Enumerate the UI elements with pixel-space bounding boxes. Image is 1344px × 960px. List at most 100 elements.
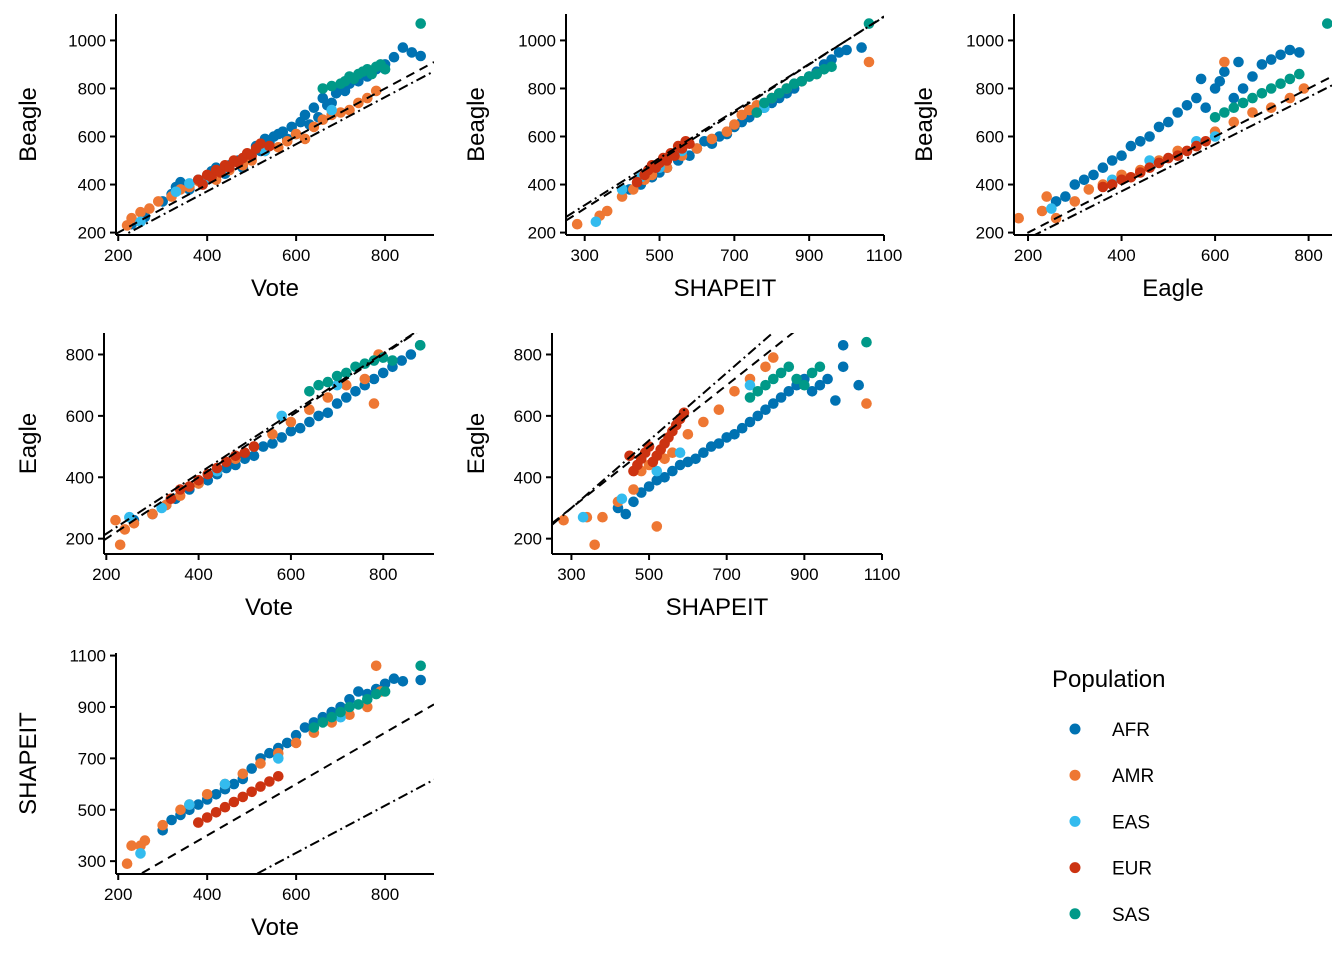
data-point-afr <box>388 673 400 684</box>
data-point-amr <box>729 119 740 130</box>
y-tick-label: 800 <box>514 345 542 364</box>
data-point-eur <box>678 407 690 419</box>
data-point-afr <box>257 441 269 452</box>
data-point-amr <box>139 835 151 846</box>
data-point-sas <box>344 701 355 713</box>
data-point-afr <box>1116 150 1127 161</box>
y-tick-label: 400 <box>78 176 106 195</box>
data-point-afr <box>783 386 795 397</box>
legend-label: AMR <box>1112 766 1154 787</box>
data-point-amr <box>114 539 126 551</box>
y-tick-label: 400 <box>514 468 542 487</box>
data-point-eur <box>1097 181 1109 193</box>
data-point-afr <box>736 422 748 434</box>
x-tick-label: 200 <box>1014 246 1042 265</box>
data-point-amr <box>698 416 709 428</box>
data-point-afr <box>822 373 833 385</box>
data-point-afr <box>1135 136 1146 147</box>
reference-lines <box>566 15 884 222</box>
data-point-afr <box>841 44 852 56</box>
data-point-eur <box>248 441 260 452</box>
y-tick-label: 200 <box>78 224 106 243</box>
data-point-sas <box>326 80 338 92</box>
x-tick-label: 500 <box>645 246 673 265</box>
data-point-eur <box>228 796 240 808</box>
y-tick-label: 400 <box>976 176 1004 195</box>
data-point-eur <box>193 475 204 486</box>
data-point-afr <box>193 799 204 810</box>
legend-title: Population <box>1052 666 1165 693</box>
data-point-afr <box>396 355 408 366</box>
y-tick-label: 400 <box>528 176 556 195</box>
scatter-panel-4: 200 400 600 800 200 400 600 800 Vote Eagle <box>15 333 434 621</box>
data-point-amr <box>736 109 748 121</box>
data-point-eas <box>184 178 195 189</box>
data-point-afr <box>620 508 632 520</box>
y-tick-label: 800 <box>66 345 94 364</box>
y-tick-label: 600 <box>514 407 542 426</box>
data-point-sas <box>783 361 795 373</box>
x-tick-label: 300 <box>557 565 585 584</box>
data-point-eur <box>210 807 222 818</box>
data-point-afr <box>1256 59 1268 70</box>
legend: Population AFR AMR EAS EUR SAS <box>1052 666 1165 926</box>
data-point-afr <box>1144 131 1155 142</box>
data-point-sas <box>1228 102 1240 113</box>
data-point-amr <box>317 114 329 125</box>
data-point-amr <box>1083 184 1095 195</box>
data-point-eur <box>631 176 643 188</box>
data-point-eas <box>577 511 589 523</box>
data-point-sas <box>775 367 787 379</box>
data-point-eur <box>239 447 251 459</box>
data-point-afr <box>308 102 320 113</box>
data-point-amr <box>255 758 266 769</box>
data-point-afr <box>299 722 311 733</box>
data-point-sas <box>773 88 785 99</box>
data-point-afr <box>1200 102 1211 113</box>
data-point-eur <box>1125 172 1137 183</box>
y-tick-label: 200 <box>66 530 94 549</box>
data-point-amr <box>760 361 771 373</box>
data-point-eur <box>197 179 208 190</box>
data-point-sas <box>799 379 810 391</box>
data-point-afr <box>713 438 725 449</box>
data-point-sas <box>751 107 763 118</box>
data-point-afr <box>415 50 427 62</box>
data-point-sas <box>322 376 334 388</box>
data-point-afr <box>368 373 380 385</box>
data-point-sas <box>863 18 875 29</box>
data-point-eas <box>674 447 686 459</box>
data-point-afr <box>698 447 709 459</box>
data-point-afr <box>1284 44 1296 56</box>
x-tick-label: 300 <box>571 246 599 265</box>
y-axis-title: Beagle <box>15 87 42 162</box>
data-point-afr <box>246 763 257 774</box>
y-tick-label: 200 <box>514 530 542 549</box>
data-point-amr <box>682 429 694 440</box>
data-point-afr <box>775 392 787 403</box>
data-point-amr <box>135 206 146 218</box>
y-tick-label: 1000 <box>518 31 556 50</box>
data-point-amr <box>147 508 158 520</box>
data-point-afr <box>1181 100 1193 111</box>
data-point-afr <box>379 678 391 690</box>
x-tick-label: 800 <box>371 246 399 265</box>
data-point-afr <box>1163 116 1174 128</box>
y-tick-label: 800 <box>528 79 556 98</box>
data-point-eur <box>211 462 223 474</box>
x-tick-label: 1100 <box>866 246 903 265</box>
data-point-sas <box>362 694 373 705</box>
data-point-sas <box>415 660 427 672</box>
data-point-eur <box>193 817 204 828</box>
data-point-afr <box>210 789 222 800</box>
data-point-amr <box>597 511 608 523</box>
data-point-eur <box>264 776 275 787</box>
x-axis-title: Vote <box>251 275 299 302</box>
data-point-afr <box>405 349 417 360</box>
y-axis-title: Beagle <box>463 87 490 162</box>
data-point-afr <box>744 416 756 428</box>
data-point-sas <box>752 386 764 397</box>
data-point-amr <box>370 660 382 672</box>
legend-items: AFR AMR EAS EUR SAS <box>1069 720 1154 926</box>
x-tick-label: 900 <box>790 565 818 584</box>
